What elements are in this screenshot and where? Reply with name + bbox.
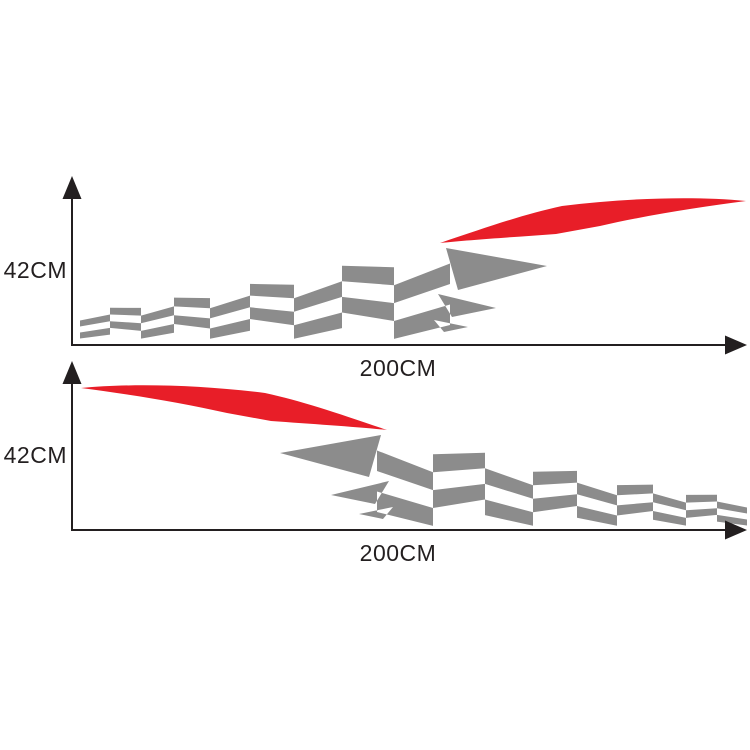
width-dimension-label: 200CM: [360, 540, 437, 566]
x-axis-arrowhead-icon: [725, 520, 747, 540]
x-axis-arrowhead-icon: [725, 335, 747, 355]
height-dimension-label: 42CM: [4, 442, 67, 468]
diagram-top: 42CM 200CM: [4, 176, 747, 381]
flag-artwork-top: [80, 198, 746, 339]
width-dimension-label: 200CM: [360, 355, 437, 381]
y-axis-arrowhead-icon: [62, 176, 82, 199]
height-dimension-label: 42CM: [4, 257, 67, 283]
y-axis-arrowhead-icon: [62, 361, 82, 384]
diagram-bottom: 42CM 200CM: [4, 361, 747, 566]
flag-artwork-bottom: [81, 385, 747, 526]
